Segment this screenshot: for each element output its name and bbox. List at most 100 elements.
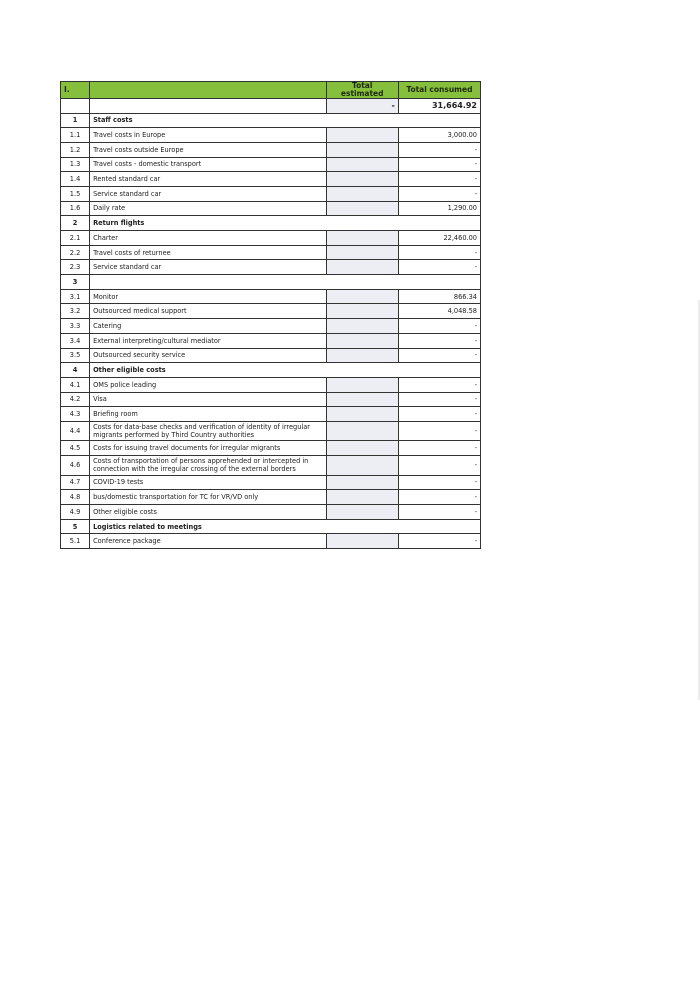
section-row: 1 Staff costs [59,112,481,129]
table-row: 2.1 Charter 22,460.00 [59,230,482,246]
row-number: 3.1 [59,288,91,305]
row-description: Costs for issuing travel documents for i… [89,440,327,457]
table-row: 3.2 Outsourced medical support 4,048.58 [59,303,482,320]
row-number: 2.1 [59,230,91,246]
row-description: Outsourced medical support [89,303,327,320]
row-number: 2 [59,215,91,231]
row-number: 3.4 [59,332,91,349]
row-number: 4 [59,362,91,378]
table-row: 1.1 Travel costs in Europe 3,000.00 [59,127,482,143]
table-row: 1.4 Rented standard car - [59,171,482,187]
row-consumed: 4,048.58 [397,303,482,320]
row-description: OMS police leading [89,376,327,393]
scan-edge [698,300,700,700]
row-number: 4.2 [59,391,91,408]
row-estimated [325,244,399,261]
section-title: Return flights [89,215,481,231]
table-row: 4.6 Costs of transportation of persons ap… [59,455,482,476]
row-number: 4.4 [59,420,91,442]
table-row: 4.1 OMS police leading - [59,376,482,393]
row-number: 1.2 [59,141,91,158]
table-row: 1.2 Travel costs outside Europe - [59,141,482,158]
section-title: Staff costs [89,112,481,129]
row-estimated [325,440,399,457]
table-row: 3.5 Outsourced security service - [59,347,482,364]
row-estimated [325,533,399,550]
row-description: Travel costs in Europe [89,127,327,143]
row-consumed: - [397,420,482,442]
row-description: Briefing room [89,406,327,422]
row-description: Outsourced security service [89,347,327,364]
row-estimated [325,347,399,364]
row-number: 4.7 [59,474,91,491]
row-estimated [325,318,399,334]
table-row: 4.2 Visa - [59,391,482,408]
total-row: - 31,664.92 [59,98,482,114]
row-estimated [325,376,399,393]
row-number: 4.9 [59,504,91,520]
row-description: External interpreting/cultural mediator [89,332,327,349]
row-estimated [325,489,399,505]
section-row: 3 [59,274,481,290]
row-number: 1.1 [59,127,91,143]
table-row: 4.7 COVID-19 tests - [59,474,482,491]
row-number: 4.6 [59,455,91,476]
row-description: Monitor [89,288,327,305]
row-consumed: - [397,474,482,491]
row-consumed: - [397,244,482,261]
row-number: 1.3 [59,156,91,173]
row-consumed: 22,460.00 [397,230,482,246]
row-consumed: - [397,141,482,158]
row-number: 3.3 [59,318,91,334]
table-row: 3.3 Catering - [59,318,482,334]
row-consumed: - [397,185,482,202]
row-description: Service standard car [89,259,327,276]
table-row: 2.2 Travel costs of returnee - [59,244,482,261]
row-consumed: - [397,332,482,349]
header-row: I. Total estimated Total consumed [59,81,482,99]
row-description: Travel costs of returnee [89,244,327,261]
total-consumed: 31,664.92 [397,98,482,114]
row-estimated [325,156,399,173]
table-row: 4.4 Costs for data-base checks and verifi… [59,420,482,442]
row-number: 4.3 [59,406,91,422]
row-description: Service standard car [89,185,327,202]
row-consumed: - [397,440,482,457]
row-estimated [325,127,399,143]
row-number: 4.5 [59,440,91,457]
cost-table: I. Total estimated Total consumed - 31,6… [59,81,482,550]
table-row: 1.3 Travel costs - domestic transport - [59,156,482,173]
row-consumed: - [397,347,482,364]
row-number: 2.3 [59,259,91,276]
row-number: 4.1 [59,376,91,393]
row-consumed: - [397,171,482,187]
row-description: Travel costs outside Europe [89,141,327,158]
section-row: 2 Return flights [59,215,481,231]
row-estimated [325,406,399,422]
row-estimated [325,332,399,349]
row-consumed: - [397,259,482,276]
row-description: Travel costs - domestic transport [89,156,327,173]
row-estimated [325,259,399,276]
row-estimated [325,288,399,305]
row-description: Costs for data-base checks and verificat… [89,420,327,442]
section-title: Logistics related to meetings [89,518,481,535]
table-row: 3.4 External interpreting/cultural mediat… [59,332,482,349]
row-number: 3.5 [59,347,91,364]
row-description: Conference package [89,533,327,550]
row-number: 1.6 [59,200,91,217]
row-estimated [325,200,399,217]
section-row: 4 Other eligible costs [59,362,481,378]
row-number: 5.1 [59,533,91,550]
row-number: 3.2 [59,303,91,320]
row-consumed: - [397,489,482,505]
col-consumed: Total consumed [397,81,482,99]
section-label: I. [59,81,91,99]
row-description: Daily rate [89,200,327,217]
row-estimated [325,185,399,202]
row-number: 2.2 [59,244,91,261]
table-row: 4.9 Other eligible costs - [59,504,482,520]
table-row: 5.1 Conference package - [59,533,482,550]
row-estimated [325,141,399,158]
row-estimated [325,230,399,246]
